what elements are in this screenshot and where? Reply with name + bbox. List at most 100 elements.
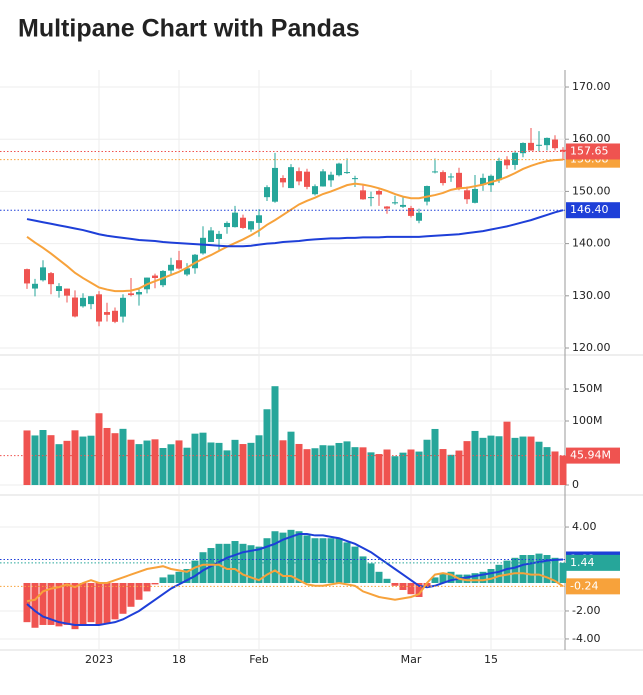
candle-body: [408, 207, 414, 216]
macd-bar: [167, 574, 175, 583]
candle-body: [520, 142, 526, 154]
candle-body: [440, 172, 446, 184]
line: [26, 533, 564, 626]
candle-body: [544, 137, 550, 146]
last-value-label: 1.44: [570, 556, 595, 569]
candle-body: [56, 286, 62, 292]
candle-body: [560, 149, 566, 152]
candle-body: [112, 310, 118, 322]
candle-body: [272, 167, 278, 202]
candle-body: [184, 268, 190, 275]
candle-body: [552, 139, 558, 149]
macd-bar: [159, 577, 167, 583]
volume-bar: [23, 430, 31, 486]
candle-body: [368, 197, 374, 199]
macd-bar: [231, 541, 239, 583]
line: [26, 563, 564, 603]
candle-body: [224, 222, 230, 228]
volume-bar: [87, 435, 95, 486]
y-tick-label: 120.00: [572, 341, 611, 354]
volume-bar: [183, 447, 191, 486]
y-tick-label: -4.00: [572, 632, 600, 645]
volume-bar: [527, 436, 535, 486]
macd-bar: [79, 582, 87, 625]
volume-bar: [407, 449, 415, 486]
macd-bar: [71, 582, 79, 630]
candle-body: [192, 254, 198, 269]
macd-bar: [271, 531, 279, 583]
volume-bar: [311, 448, 319, 486]
volume-bar: [55, 444, 63, 486]
volume-bar: [503, 421, 511, 486]
candle-body: [336, 163, 342, 176]
macd-bar: [359, 556, 367, 583]
macd-bar: [199, 552, 207, 583]
macd-bar: [487, 569, 495, 583]
candle-body: [40, 267, 46, 281]
volume-bar: [495, 436, 503, 486]
macd-bar: [255, 546, 263, 583]
candle-body: [136, 291, 142, 295]
chart-title: Multipane Chart with Pandas: [18, 15, 360, 43]
volume-bar: [351, 447, 359, 486]
candle-body: [384, 206, 390, 209]
macd-bar: [119, 582, 127, 614]
volume-bar: [167, 444, 175, 486]
volume-bar: [279, 440, 287, 486]
macd-bar: [143, 582, 151, 592]
candle-body: [376, 190, 382, 195]
volume-bar: [71, 430, 79, 486]
macd-bar: [63, 582, 71, 625]
macd-bar: [319, 538, 327, 583]
macd-bar: [87, 582, 95, 623]
candle-body: [360, 190, 366, 200]
last-value-box: [566, 143, 620, 160]
candle-body: [416, 212, 422, 221]
volume-bar: [191, 433, 199, 486]
candle-body: [96, 294, 102, 322]
volume-bar: [423, 439, 431, 486]
volume-bar: [303, 449, 311, 486]
y-tick-label: 150M: [572, 382, 603, 395]
macd-bar: [247, 545, 255, 583]
macd-bar: [367, 563, 375, 583]
volume-bar: [295, 443, 303, 486]
volume-bar: [79, 436, 87, 486]
volume-bar: [327, 445, 335, 486]
y-tick-label: 0: [572, 478, 579, 491]
macd-bar: [303, 535, 311, 583]
macd-bar: [407, 582, 415, 595]
volume-bar: [359, 447, 367, 486]
volume-bar: [511, 437, 519, 486]
macd-bar: [151, 582, 159, 585]
volume-bar: [383, 449, 391, 486]
volume-bar: [463, 441, 471, 486]
volume-bar: [271, 386, 279, 486]
volume-bar: [439, 449, 447, 486]
candle-body: [256, 215, 262, 223]
macd-bar: [519, 555, 527, 583]
volume-bar: [367, 452, 375, 486]
macd-bar: [39, 582, 47, 625]
macd-bar: [559, 562, 567, 583]
volume-bar: [559, 455, 567, 486]
y-tick-label: 160.00: [572, 132, 611, 145]
macd-bar: [463, 574, 471, 583]
volume-bar: [127, 439, 135, 486]
candle-body: [488, 175, 494, 186]
volume-bar: [199, 432, 207, 486]
macd-bar: [391, 582, 399, 586]
candle-body: [240, 217, 246, 228]
candle-body: [472, 188, 478, 203]
macd-bar: [447, 571, 455, 583]
y-tick-label: 150.00: [572, 184, 611, 197]
y-tick-label: 130.00: [572, 289, 611, 302]
candle-body: [72, 297, 78, 317]
macd-bar: [351, 546, 359, 583]
candle-body: [48, 273, 54, 285]
candle-body: [456, 172, 462, 189]
volume-bar: [343, 441, 351, 486]
macd-bar: [279, 532, 287, 583]
